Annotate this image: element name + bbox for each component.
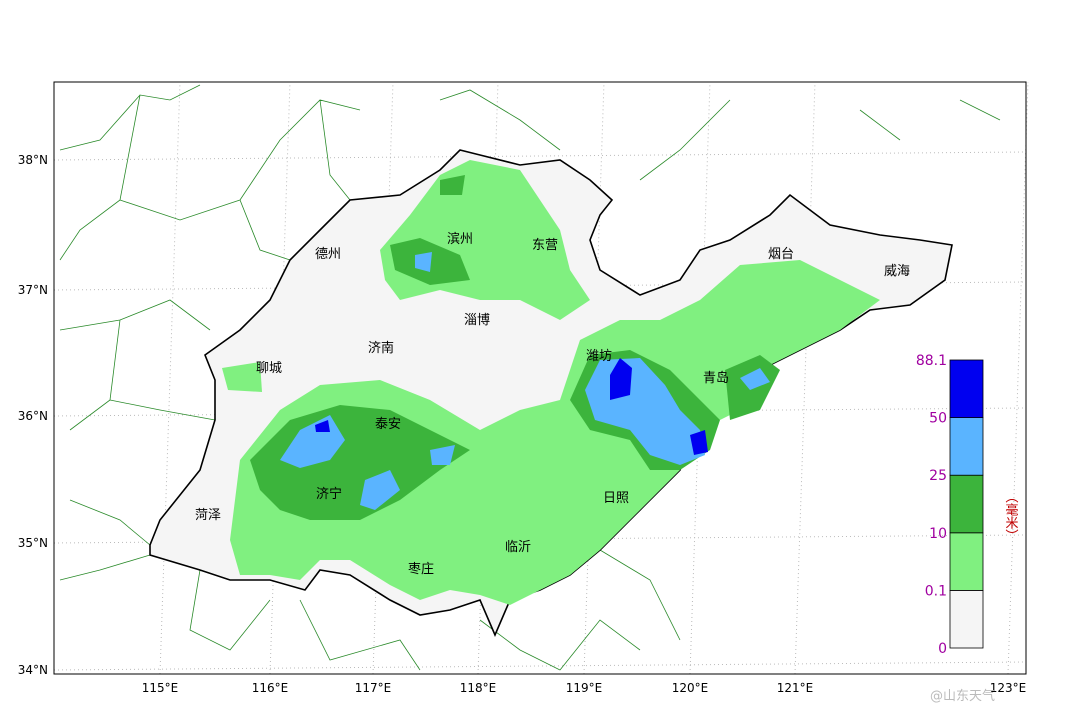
city-label: 日照 — [603, 491, 629, 506]
rain-heavy — [280, 415, 455, 510]
city-label: 潍坊 — [586, 349, 612, 364]
legend-label: 25 — [929, 468, 947, 484]
rain-moderate — [390, 175, 470, 285]
grid-line — [159, 81, 181, 675]
city-label: 聊城 — [256, 361, 282, 376]
province-borders — [59, 84, 1001, 671]
city-label: 滨州 — [447, 231, 473, 247]
shandong — [149, 149, 953, 638]
rain-heavy — [415, 252, 770, 465]
watermark: @山东天气 — [930, 688, 995, 704]
legend-label: 88.1 — [916, 353, 947, 369]
lon-label: 116°E — [252, 681, 289, 695]
grid-line — [794, 81, 816, 675]
city-label: 临沂 — [505, 540, 531, 555]
legend-swatch — [949, 417, 984, 476]
lat-label: 36°N — [18, 409, 48, 423]
lon-label: 123°E — [990, 681, 1027, 695]
lon-label: 115°E — [142, 681, 179, 695]
legend: 0 0.1 10 25 50 88.1 — [916, 353, 984, 657]
city-label: 东营 — [532, 238, 558, 253]
rain-light — [230, 260, 880, 605]
lon-label: 120°E — [672, 681, 709, 695]
lon-label: 121°E — [777, 681, 814, 695]
lat-label: 34°N — [18, 663, 48, 677]
legend-swatch — [949, 590, 984, 649]
rain-light — [222, 362, 262, 392]
city-label: 枣庄 — [408, 561, 434, 577]
city-label: 济南 — [368, 340, 394, 356]
map-frame — [53, 81, 1027, 675]
axis-labels: 38°N 37°N 36°N 35°N 34°N 115°E 116°E 117°E 118°E… — [18, 153, 1027, 695]
city-label: 烟台 — [768, 247, 794, 262]
city-label: 威海 — [884, 264, 910, 279]
legend-label: 50 — [929, 411, 947, 427]
legend-swatch — [949, 532, 984, 591]
city-label: 淄博 — [464, 313, 490, 328]
lat-label: 35°N — [18, 536, 48, 550]
legend-label: 10 — [929, 526, 947, 542]
grid-line — [1007, 81, 1029, 675]
legend-swatch — [949, 359, 984, 418]
lat-label: 37°N — [18, 283, 48, 297]
city-labels: 德州 滨州 东营 烟台 威海 淄博 济南 聊城 潍坊 青岛 泰安 济宁 菏泽 日… — [195, 231, 910, 577]
city-label: 青岛 — [703, 370, 729, 386]
legend-label: 0.1 — [925, 583, 947, 599]
legend-unit: （毫米） — [1003, 490, 1019, 542]
city-label: 菏泽 — [195, 508, 221, 523]
city-label: 德州 — [315, 247, 341, 262]
lon-label: 119°E — [566, 681, 603, 695]
lon-label: 118°E — [460, 681, 497, 695]
legend-label: 0 — [938, 641, 947, 657]
city-label: 泰安 — [375, 417, 401, 432]
lon-label: 117°E — [355, 681, 392, 695]
legend-swatch — [949, 474, 984, 534]
city-label: 济宁 — [316, 486, 342, 502]
lat-label: 38°N — [18, 153, 48, 167]
